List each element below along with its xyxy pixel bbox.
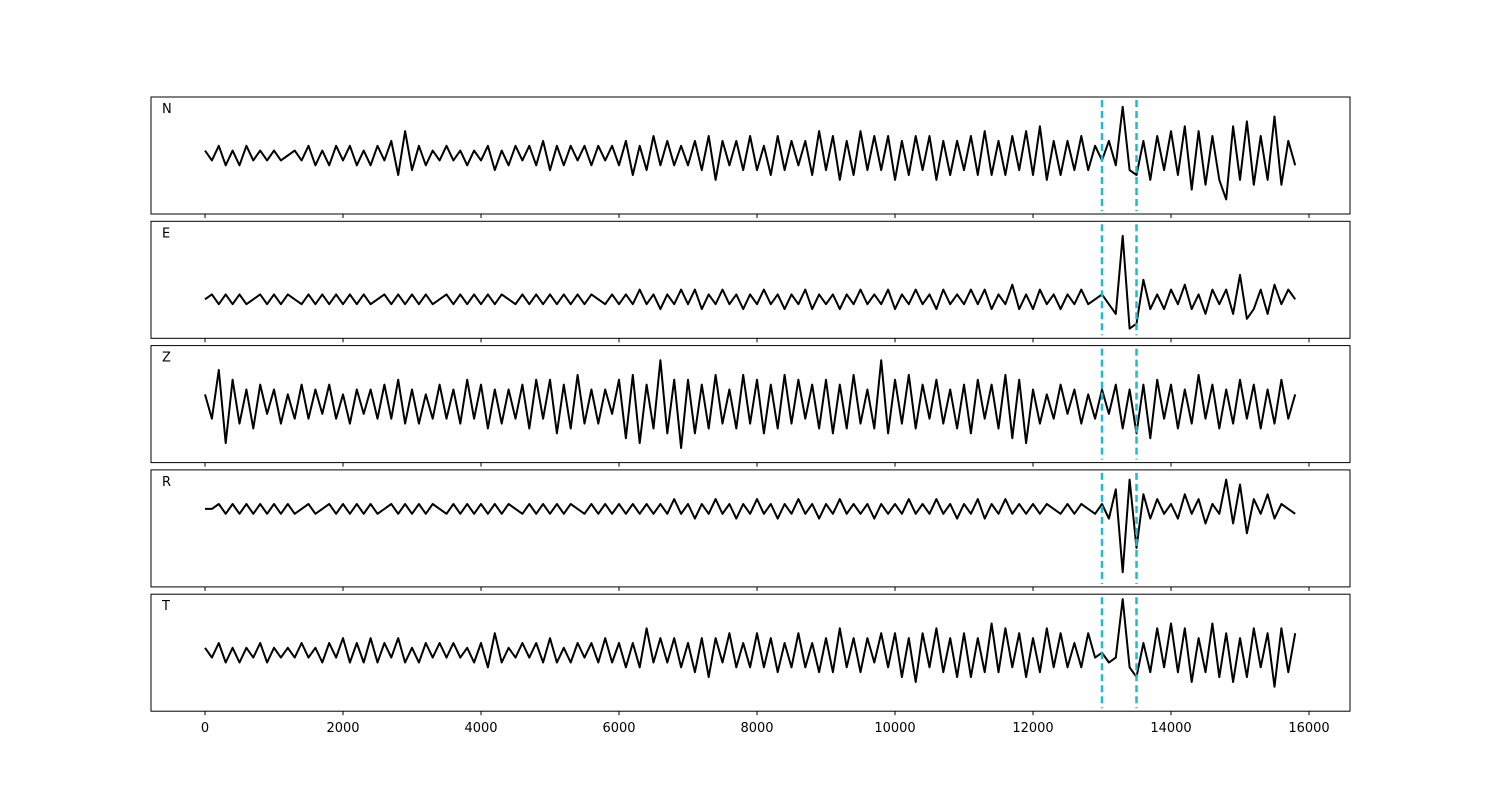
panel-label: T [161, 599, 170, 614]
x-tick-label: 8000 [740, 721, 773, 736]
x-tick-label: 2000 [326, 721, 359, 736]
trace [204, 105, 1297, 201]
x-tick-label: 10000 [874, 721, 915, 736]
x-tick-label: 16000 [1288, 721, 1329, 736]
panel-label: N [162, 102, 172, 117]
x-tick-label: 0 [201, 721, 209, 736]
panel-label: R [162, 475, 171, 490]
x-tick-label: 14000 [1150, 721, 1191, 736]
x-tick-label: 4000 [464, 721, 497, 736]
trace [204, 359, 1297, 449]
panel-frame [150, 96, 1351, 215]
x-tick-label: 12000 [1012, 721, 1053, 736]
panel-frame [150, 220, 1351, 339]
trace [204, 234, 1297, 330]
panel-frame [150, 593, 1351, 712]
panel-label: Z [162, 351, 171, 366]
trace [205, 478, 1296, 574]
panel-frame [150, 469, 1351, 588]
panel-frame [150, 345, 1351, 464]
panel-label: E [162, 226, 170, 241]
x-tick-label: 6000 [602, 721, 635, 736]
trace [204, 598, 1297, 688]
